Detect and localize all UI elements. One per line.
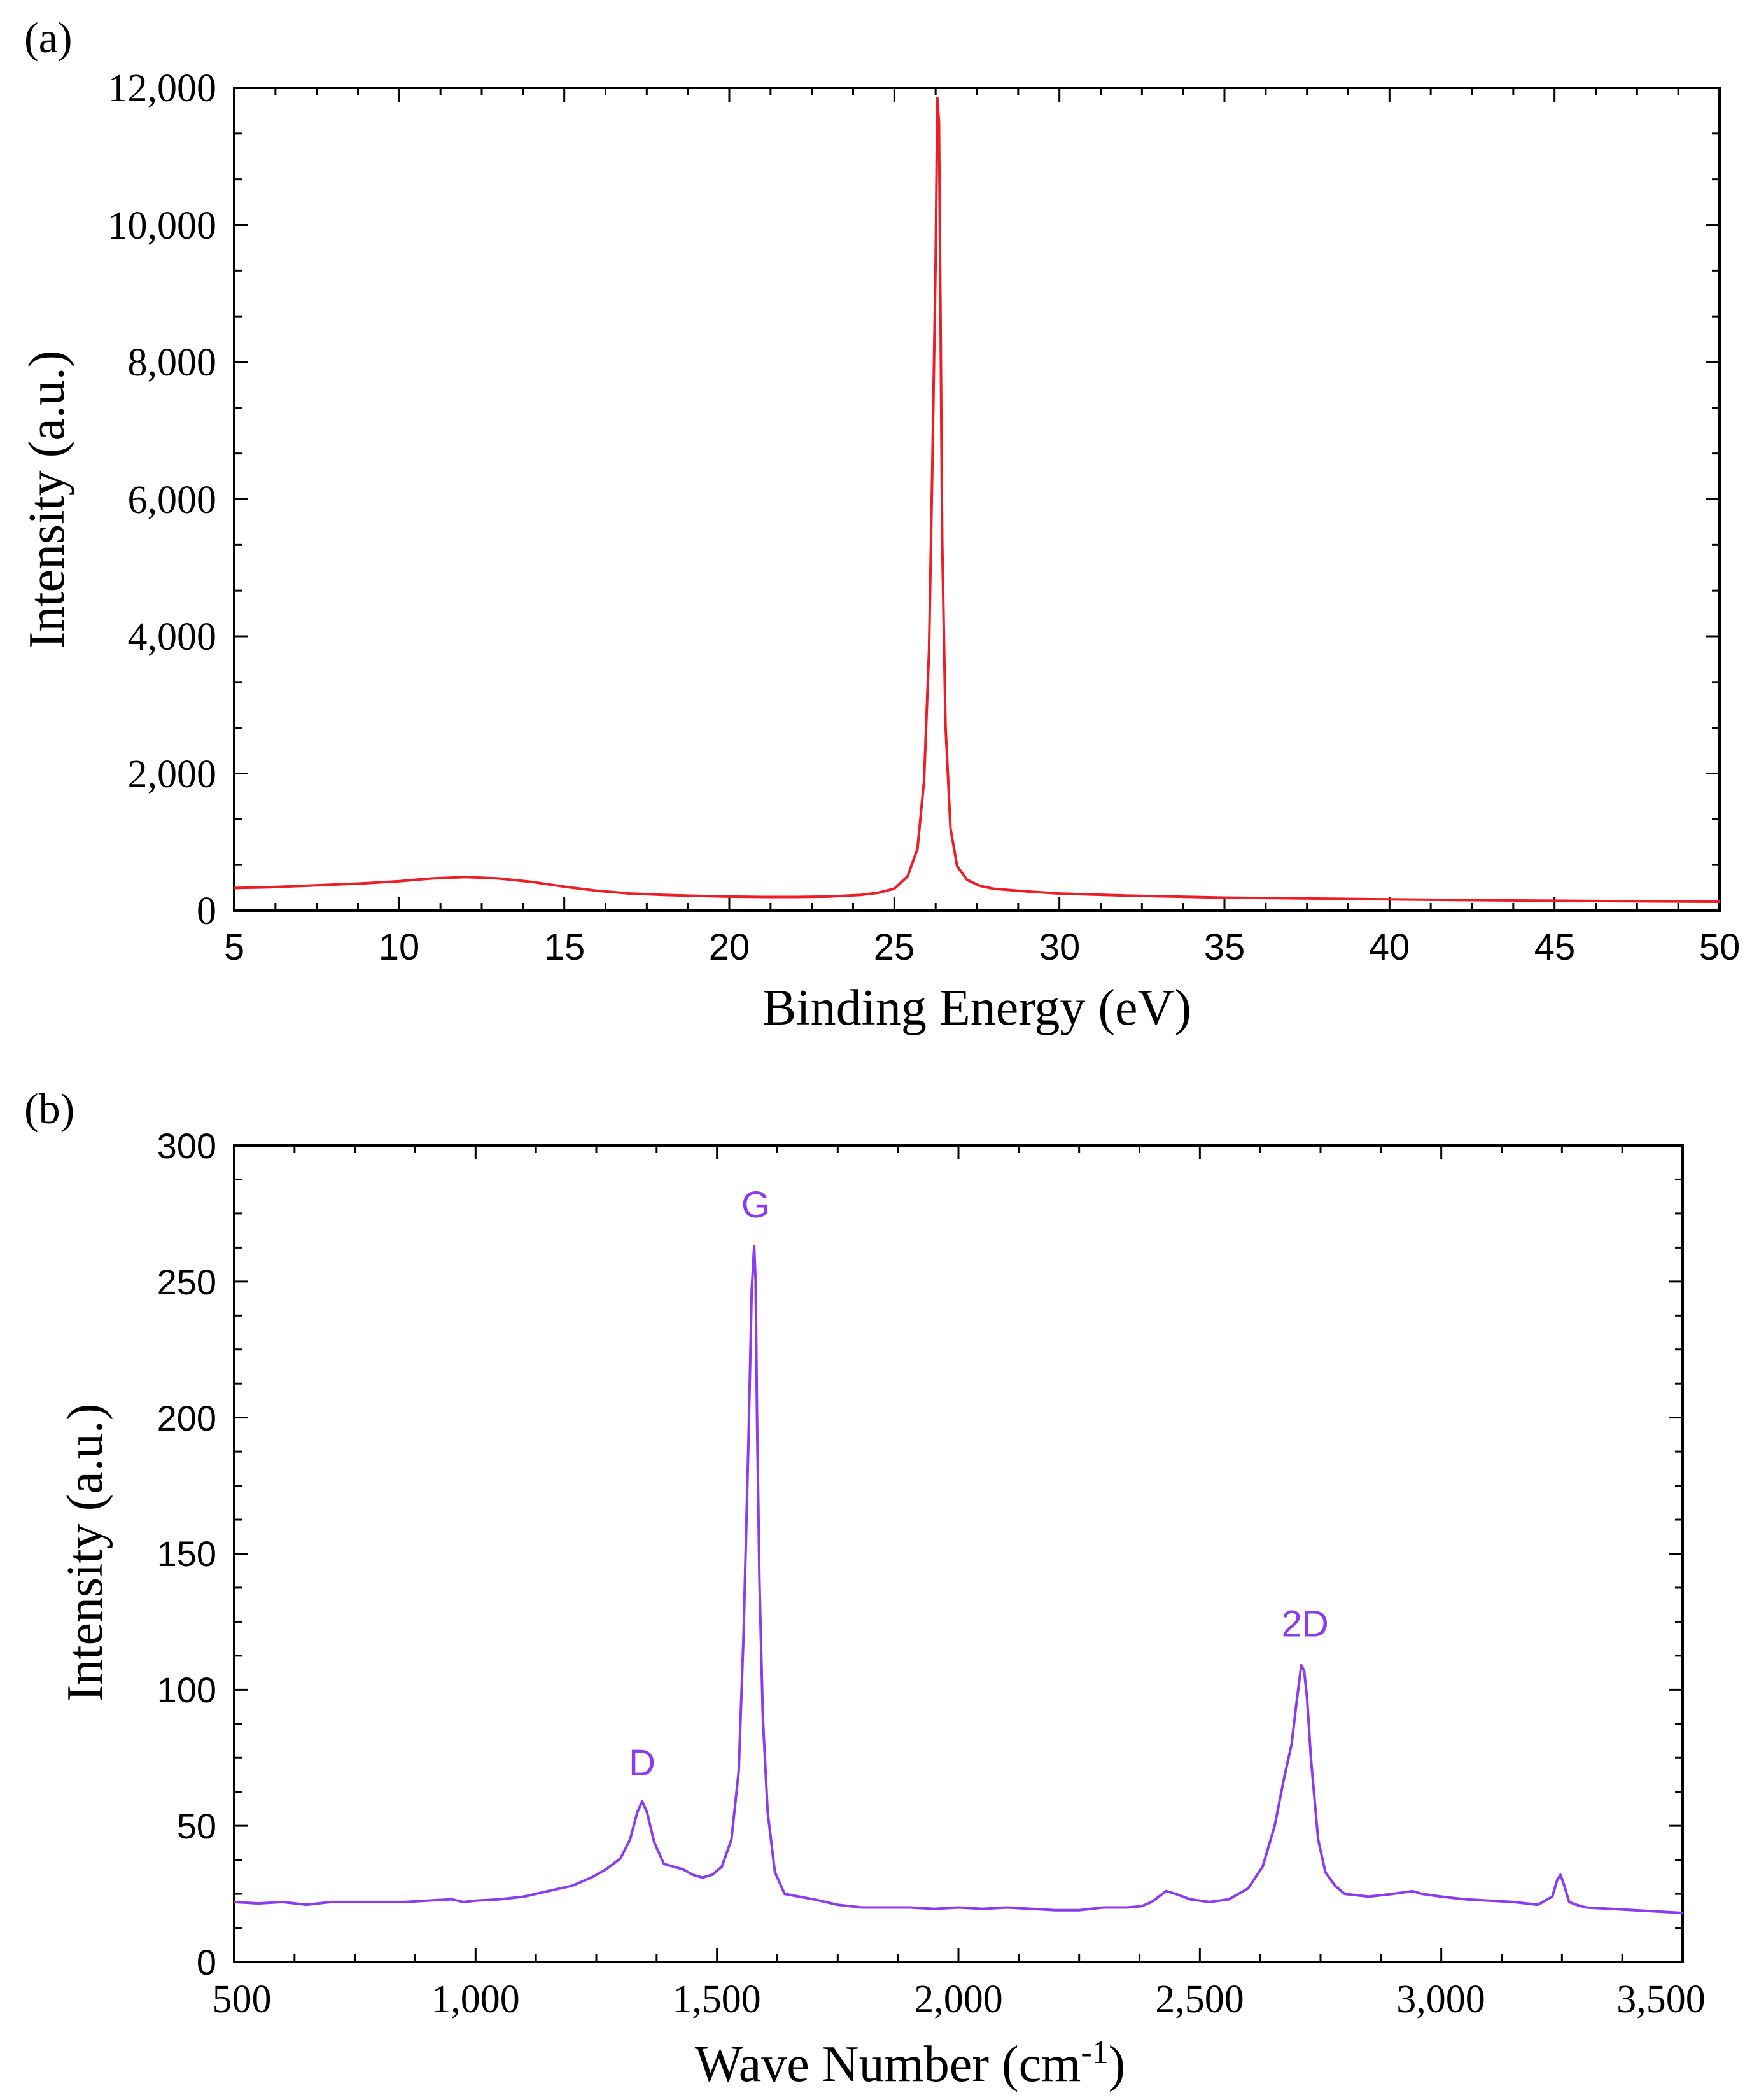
x-tick-label: 40 xyxy=(1369,927,1410,968)
panel-b-plot-frame xyxy=(233,1144,1684,1963)
peak-label-d: D xyxy=(629,1742,655,1784)
panel-b-label: (b) xyxy=(24,1084,74,1133)
y-tick-label: 200 xyxy=(157,1398,216,1438)
panel-a-y-tick-labels: 0 2,000 4,000 6,000 8,000 10,000 12,000 xyxy=(108,67,217,933)
panel-b-y-axis-label: Intensity (a.u.) xyxy=(57,1404,113,1702)
x-tick-label: 3,000 xyxy=(1396,1978,1485,2021)
panel-a-plot-frame xyxy=(233,87,1721,912)
x-tick-label: 20 xyxy=(709,927,750,968)
x-axis-label-main: Wave Number (cm xyxy=(695,2036,1081,2092)
y-tick-label: 0 xyxy=(197,1942,216,1982)
panel-a-x-tick-labels: 5 10 15 20 25 30 35 40 45 50 xyxy=(224,927,1740,968)
x-axis-label-close: ) xyxy=(1109,2036,1126,2092)
panel-b-ticks xyxy=(233,1144,1684,1963)
x-tick-label: 1,000 xyxy=(431,1978,520,2021)
panel-b-peak-annotations: D G 2D xyxy=(629,1184,1329,1784)
x-tick-label: 50 xyxy=(1699,927,1741,968)
x-tick-label: 500 xyxy=(213,1978,272,2021)
y-tick-label: 8,000 xyxy=(128,341,217,384)
x-axis-label-superscript: -1 xyxy=(1081,2034,1108,2071)
x-tick-label: 25 xyxy=(874,927,915,968)
y-tick-label: 10,000 xyxy=(108,204,217,248)
y-tick-label: 300 xyxy=(157,1126,216,1166)
peak-label-2d: 2D xyxy=(1282,1604,1329,1645)
panel-a: (a) 0 2,000 4,000 6,000 8,000 10,000 12,… xyxy=(19,13,1740,1036)
x-tick-label: 5 xyxy=(224,927,244,968)
y-tick-label: 6,000 xyxy=(128,479,217,522)
panel-a-label: (a) xyxy=(24,13,72,62)
panel-a-y-axis-label: Intensity (a.u.) xyxy=(19,351,75,649)
x-tick-label: 15 xyxy=(544,927,585,968)
panel-a-x-axis-label: Binding Energy (eV) xyxy=(762,980,1191,1036)
y-tick-label: 50 xyxy=(177,1806,216,1846)
y-tick-label: 0 xyxy=(197,890,216,933)
panel-b-y-tick-labels: 0 50 100 150 200 250 300 xyxy=(157,1126,216,1982)
x-tick-label: 3,500 xyxy=(1616,1978,1706,2021)
y-tick-label: 100 xyxy=(157,1670,216,1710)
panel-a-ticks xyxy=(233,87,1721,912)
x-tick-label: 30 xyxy=(1039,927,1081,968)
y-tick-label: 12,000 xyxy=(108,67,217,110)
x-tick-label: 1,500 xyxy=(672,1978,761,2021)
peak-label-g: G xyxy=(741,1184,770,1226)
x-tick-label: 35 xyxy=(1204,927,1245,968)
panel-b-series-line xyxy=(234,1245,1683,1914)
y-tick-label: 250 xyxy=(157,1262,216,1302)
x-tick-label: 2,000 xyxy=(914,1978,1003,2021)
y-tick-label: 150 xyxy=(157,1534,216,1574)
panel-b-x-axis-label: Wave Number (cm-1) xyxy=(695,2034,1126,2093)
panel-a-series-line xyxy=(234,97,1720,903)
x-tick-label: 2,500 xyxy=(1155,1978,1244,2021)
y-tick-label: 2,000 xyxy=(128,753,217,796)
x-tick-label: 45 xyxy=(1534,927,1576,968)
panel-b-x-tick-labels: 500 1,000 1,500 2,000 2,500 3,000 3,500 xyxy=(213,1978,1706,2021)
panel-b: (b) 0 50 100 150 200 250 300 500 1,000 1… xyxy=(24,1084,1706,2092)
y-tick-label: 4,000 xyxy=(128,615,217,659)
x-tick-label: 10 xyxy=(379,927,420,968)
